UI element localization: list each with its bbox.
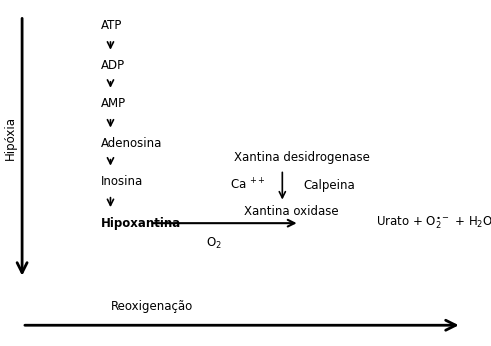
Text: ATP: ATP: [101, 19, 122, 33]
Text: Xantina oxidase: Xantina oxidase: [245, 204, 339, 218]
Text: Xantina desidrogenase: Xantina desidrogenase: [234, 151, 370, 164]
Text: Hipoxantina: Hipoxantina: [101, 217, 181, 230]
Text: Ca $^{++}$: Ca $^{++}$: [230, 177, 266, 193]
Text: Calpeina: Calpeina: [303, 179, 355, 192]
Text: Urato + O$_2^{\bullet-}$ + H$_2$O$_2$: Urato + O$_2^{\bullet-}$ + H$_2$O$_2$: [376, 215, 491, 231]
Text: ADP: ADP: [101, 59, 125, 72]
Text: Inosina: Inosina: [101, 175, 143, 188]
Text: Hipóxia: Hipóxia: [4, 116, 17, 161]
Text: Adenosina: Adenosina: [101, 137, 162, 150]
Text: Reoxigenação: Reoxigenação: [110, 300, 193, 313]
Text: AMP: AMP: [101, 97, 126, 110]
Text: O$_2$: O$_2$: [206, 236, 221, 252]
